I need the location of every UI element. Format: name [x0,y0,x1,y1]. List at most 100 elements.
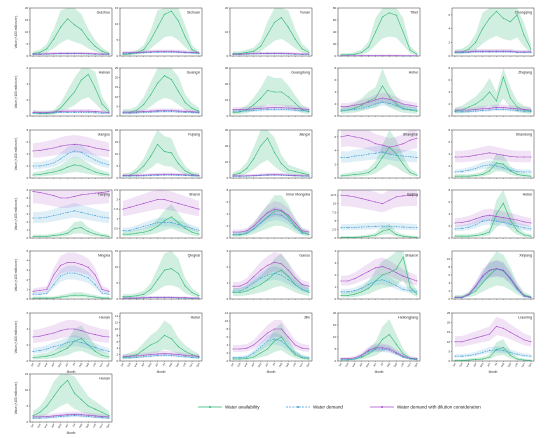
data-point [368,287,370,289]
chart-panel: 0 2 4 6 8 10 12 Jan Feb Mar Apr May Jun Jul Aug Sep Oct N… [225,311,313,374]
data-point [523,296,525,298]
data-point [46,355,48,357]
x-tick-label: Aug [77,361,83,367]
data-point [354,278,356,280]
panel-title: Gansu [299,254,310,258]
data-point [80,342,82,344]
series-line-availability [232,137,310,176]
data-point [122,208,124,210]
data-point [340,227,342,229]
data-point [156,353,159,355]
data-point [482,215,484,217]
chart-panel: 0 1 2 3 4 5 Value (×100 million m³) Ningxia [14,249,113,301]
data-point [395,272,397,274]
y-tick-label: 5 [117,104,119,108]
data-point [156,279,159,281]
data-point [108,417,110,419]
data-point [347,174,349,176]
data-point [177,346,179,348]
chart-panel: 0 5 10 15 Qinghai [115,249,203,301]
uncertainty-band [33,135,109,158]
series-line-demand [33,210,110,219]
data-point [32,417,34,419]
series-line-availability [341,229,418,238]
data-point [150,229,152,231]
data-point [53,274,55,276]
data-point [273,107,276,109]
series-line-availability [33,227,110,237]
y-tick-label: 4 [335,249,337,253]
data-point [395,196,397,198]
data-point [287,219,289,221]
data-point [374,55,377,57]
data-point [523,339,525,341]
x-tick-label: Sep [284,361,290,367]
data-point [39,356,41,358]
data-point [468,169,470,171]
data-point [416,110,418,112]
legend-item-dilution: Water demand with dilution consideration [370,405,481,410]
data-point [32,336,34,338]
panel-title: Shanghai [403,133,418,137]
data-point [191,297,193,299]
data-point [177,110,179,112]
data-point [184,170,186,172]
data-point [409,108,411,110]
data-point [94,415,96,417]
y-tick-label: 20 [115,76,119,80]
data-point [454,171,456,173]
data-point [150,155,152,157]
uncertainty-band [123,251,199,298]
data-point [461,156,463,158]
data-point [108,191,110,193]
data-point [143,349,145,351]
data-point [39,297,41,299]
data-point [416,227,418,229]
data-point [60,213,62,215]
data-point [108,112,110,114]
data-point [101,349,103,351]
data-point [347,195,349,197]
y-tick-label: 10 [25,388,29,392]
data-point [388,153,390,155]
x-tick-label: Oct [514,362,519,368]
data-point [374,152,377,154]
data-point [475,235,477,237]
data-point [177,111,179,113]
data-point [232,358,234,360]
data-point [402,155,404,157]
data-point [374,99,377,101]
data-point [150,200,152,203]
data-point [73,227,76,229]
data-point [232,233,234,235]
y-tick-label: 2 [227,224,229,228]
uncertainty-band [123,8,199,56]
series-line-demand [123,354,200,359]
y-tick-label: 40 [333,30,337,34]
data-point [301,347,303,349]
data-point [347,227,349,229]
series-line-availability [32,73,110,114]
data-point [108,293,110,295]
x-tick-label: Apr [250,362,255,367]
panel-title: Hunan [99,377,110,381]
data-point [354,53,356,55]
data-point [368,153,370,155]
series-line-dilution [33,110,110,113]
data-point [308,292,310,294]
data-point [177,272,179,274]
x-tick-label: Sep [392,361,398,367]
data-point [381,225,384,227]
data-point [163,199,166,201]
data-point [198,295,200,297]
x-tick-label: Apr [472,362,477,367]
panel-title: Jilin [304,316,310,320]
chart-panel: 0 1 2 3 Gansu [227,249,313,301]
data-point [280,52,282,54]
data-point [46,416,48,418]
data-point [354,174,356,176]
data-point [60,386,62,388]
data-point [101,148,103,150]
data-point [502,167,504,169]
data-point [273,151,276,153]
